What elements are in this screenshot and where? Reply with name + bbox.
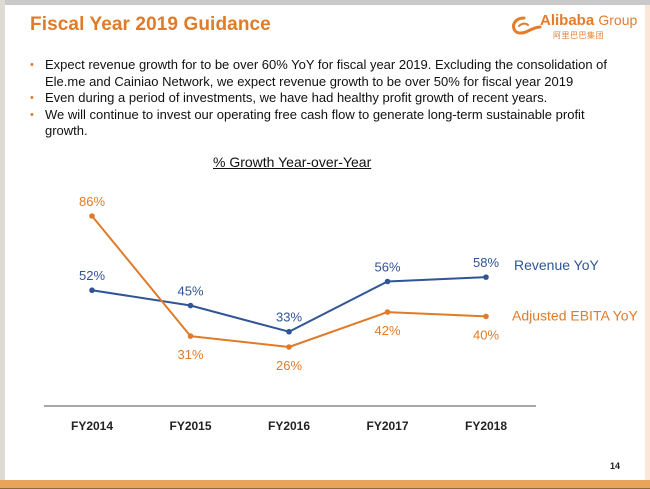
slide-right-edge	[645, 5, 650, 481]
x-tick-label: FY2016	[268, 419, 310, 433]
data-label: 40%	[473, 327, 499, 342]
data-point	[384, 309, 391, 315]
data-label: 56%	[374, 260, 400, 275]
x-tick-label: FY2018	[465, 419, 507, 433]
logo-chinese-text: 阿里巴巴集团	[553, 31, 604, 40]
data-label: 52%	[79, 268, 105, 283]
data-point	[187, 333, 194, 339]
data-label: 26%	[276, 358, 302, 373]
bullet-item: • Even during a period of investments, w…	[28, 90, 628, 107]
bullet-text: Expect revenue growth for to be over 60%…	[45, 57, 607, 89]
bullet-text: We will continue to invest our operating…	[45, 106, 585, 139]
guidance-bullet-list: • Expect revenue growth for to be over 6…	[28, 57, 628, 140]
data-point	[483, 274, 489, 280]
slide-bottom-bar	[0, 480, 650, 489]
window-left-border	[0, 0, 5, 489]
alibaba-logo: Alibaba Group 阿里巴巴集团	[510, 12, 640, 42]
logo-suffix: Group	[598, 12, 638, 28]
data-point	[187, 302, 194, 309]
bullet-item: • Expect revenue growth for to be over 6…	[28, 57, 628, 90]
logo-wordmark: Alibaba Group	[540, 12, 637, 29]
data-point	[286, 344, 292, 350]
bullet-icon: •	[30, 59, 34, 71]
bullet-icon: •	[30, 92, 34, 104]
data-label: 31%	[177, 347, 203, 362]
legend-label: Revenue YoY	[514, 257, 600, 273]
series-line-ebita	[91, 215, 487, 348]
data-point	[89, 287, 95, 294]
legend-label: Adjusted EBITA YoY	[512, 307, 638, 323]
window-top-border	[0, 0, 650, 5]
logo-brand: Alibaba	[540, 12, 595, 29]
bullet-item: • We will continue to invest our operati…	[28, 107, 628, 140]
data-label: 45%	[177, 284, 203, 299]
data-point	[483, 313, 489, 320]
bullet-text: Even during a period of investments, we …	[45, 90, 548, 105]
x-tick-label: FY2015	[169, 419, 211, 433]
data-label: 42%	[374, 323, 400, 338]
alibaba-logo-icon	[512, 16, 542, 35]
x-tick-label: FY2014	[71, 419, 113, 433]
data-label: 86%	[79, 194, 105, 209]
data-point	[286, 328, 292, 335]
bullet-icon: •	[30, 108, 34, 121]
data-label: 33%	[276, 310, 302, 325]
data-point	[384, 278, 391, 285]
chart-title: % Growth Year-over-Year	[213, 154, 372, 170]
data-point	[89, 213, 95, 219]
page-number: 14	[610, 461, 621, 471]
slide-title: Fiscal Year 2019 Guidance	[30, 14, 271, 35]
data-label: 58%	[473, 255, 499, 270]
x-tick-label: FY2017	[366, 419, 408, 433]
